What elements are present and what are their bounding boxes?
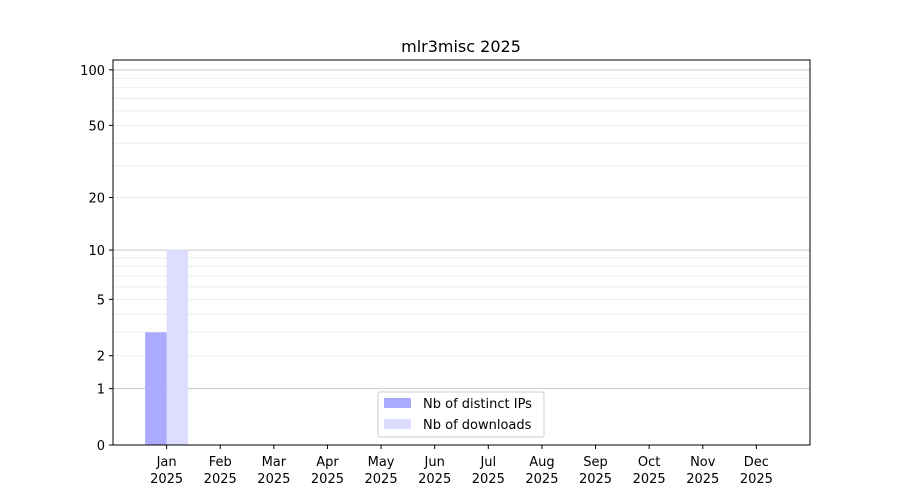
x-tick-label-month: Aug <box>529 455 554 470</box>
x-tick-label-year: 2025 <box>579 472 612 487</box>
x-tick-label-year: 2025 <box>365 472 398 487</box>
x-tick-label-month: Mar <box>262 455 287 470</box>
legend-label-downloads: Nb of downloads <box>423 418 532 433</box>
y-tick-label: 5 <box>97 293 105 308</box>
x-tick-label-year: 2025 <box>150 472 183 487</box>
x-tick-label-month: Sep <box>583 455 608 470</box>
x-axis: Jan 2025 Feb 2025 Mar 2025 Apr 2025 May 2025 Jun 20… <box>150 445 773 487</box>
legend-swatch-ips <box>384 398 411 408</box>
x-tick-label-month: Jul <box>479 455 496 470</box>
bar-distinct-ips <box>145 332 167 445</box>
grid <box>113 69 810 390</box>
y-tick-label: 1 <box>97 383 105 398</box>
x-tick-label-month: Apr <box>316 455 339 470</box>
legend-swatch-downloads <box>384 419 411 429</box>
legend-label-ips: Nb of distinct IPs <box>423 397 532 412</box>
y-tick-label: 20 <box>88 192 105 207</box>
x-tick-label-year: 2025 <box>472 472 505 487</box>
x-tick-label-year: 2025 <box>311 472 344 487</box>
plot-frame <box>112 59 811 446</box>
y-axis: 0 1 2 5 10 20 50 100 <box>80 64 113 454</box>
bars <box>145 250 189 445</box>
x-tick-label-month: May <box>368 455 395 470</box>
y-tick-label: 2 <box>97 350 105 365</box>
chart-title: mlr3misc 2025 <box>401 37 521 56</box>
x-tick-label-year: 2025 <box>418 472 451 487</box>
y-tick-label: 10 <box>88 244 105 259</box>
x-tick-label-month: Dec <box>744 455 769 470</box>
x-tick-label-year: 2025 <box>633 472 666 487</box>
legend-frame <box>377 391 545 438</box>
x-tick-label-year: 2025 <box>204 472 237 487</box>
bar-downloads <box>166 250 189 445</box>
x-tick-label-year: 2025 <box>257 472 290 487</box>
y-tick-label: 50 <box>88 119 105 134</box>
x-tick-label-month: Nov <box>690 455 716 470</box>
legend: Nb of distinct IPs Nb of downloads <box>377 391 545 438</box>
y-tick-label: 100 <box>80 64 105 79</box>
x-tick-label-month: Jan <box>156 455 177 470</box>
x-tick-label-month: Jun <box>424 455 445 470</box>
x-tick-label-month: Feb <box>209 455 232 470</box>
x-tick-label-year: 2025 <box>686 472 719 487</box>
x-tick-label-month: Oct <box>638 455 660 470</box>
x-tick-label-year: 2025 <box>740 472 773 487</box>
x-tick-label-year: 2025 <box>525 472 558 487</box>
y-tick-label: 0 <box>97 439 105 454</box>
